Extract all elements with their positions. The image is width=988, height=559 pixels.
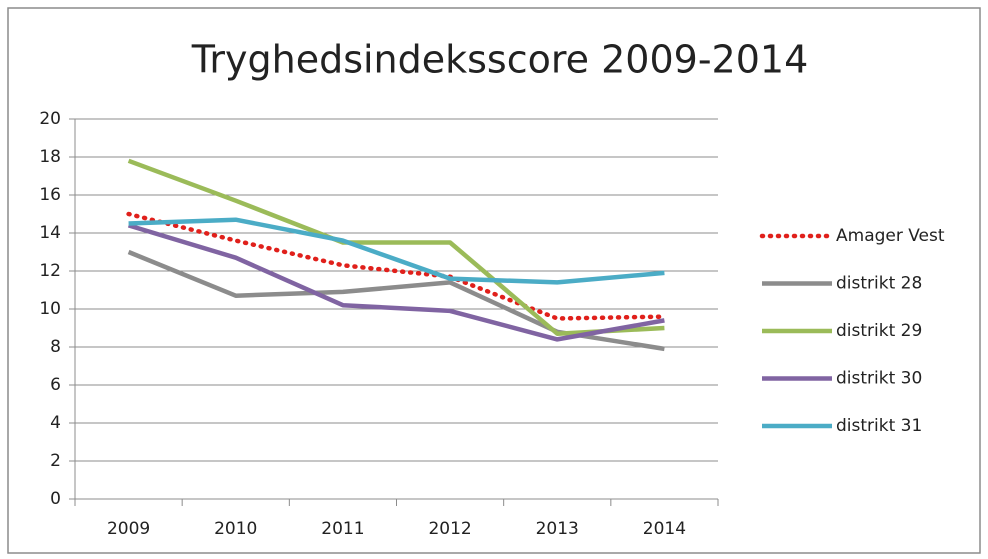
- y-tick-label: 18: [39, 147, 61, 167]
- legend-label: distrikt 31: [836, 416, 922, 436]
- y-tick-label: 4: [50, 413, 61, 433]
- x-tick-label: 2014: [643, 519, 686, 539]
- chart-title: Tryghedsindeksscore 2009-2014: [191, 38, 809, 82]
- y-tick-label: 10: [39, 299, 61, 319]
- y-tick-label: 8: [50, 337, 61, 357]
- y-tick-label: 16: [39, 185, 61, 205]
- y-tick-label: 0: [50, 489, 61, 509]
- y-tick-label: 20: [39, 109, 61, 129]
- y-tick-label: 6: [50, 375, 61, 395]
- y-tick-label: 2: [50, 451, 61, 471]
- x-tick-label: 2012: [428, 519, 471, 539]
- x-tick-label: 2009: [107, 519, 150, 539]
- legend-label: distrikt 30: [836, 369, 922, 389]
- x-tick-label: 2013: [536, 519, 579, 539]
- legend-label: distrikt 28: [836, 274, 922, 294]
- legend-label: distrikt 29: [836, 321, 922, 341]
- legend-label: Amager Vest: [836, 226, 945, 246]
- series-line: [126, 211, 667, 321]
- y-tick-label: 12: [39, 261, 61, 281]
- y-tick-label: 14: [39, 223, 61, 243]
- x-tick-label: 2010: [214, 519, 257, 539]
- series-line: [127, 223, 665, 342]
- x-tick-label: 2011: [321, 519, 364, 539]
- series-line: [127, 158, 665, 336]
- series-line: [128, 217, 665, 285]
